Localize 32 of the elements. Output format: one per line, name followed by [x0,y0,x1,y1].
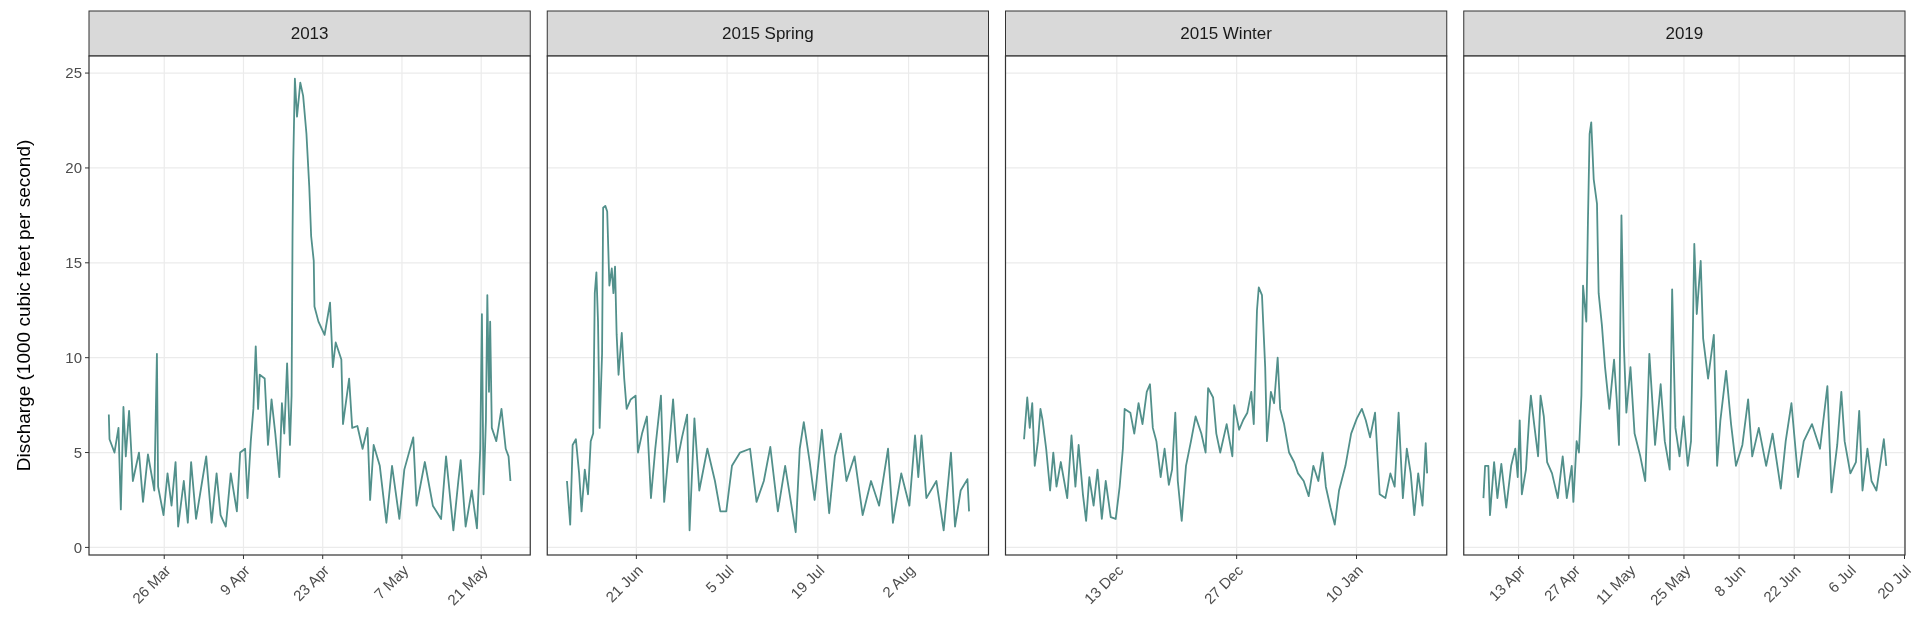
x-tick-label: 21 May [443,561,492,609]
x-tick-label: 25 May [1646,561,1694,609]
x-tick-label: 11 May [1592,561,1639,608]
y-tick-label: 10 [65,348,82,366]
x-tick-label: 2 Aug [878,561,919,601]
y-axis-title: Discharge (1000 cubic feet per second) [13,139,34,472]
x-tick-label: 27 Apr [1540,561,1584,605]
chart-title: 2015 Winter [1180,24,1273,44]
y-tick-label: 0 [73,538,82,556]
x-tick-label: 7 May [370,561,412,603]
line-series [107,77,512,532]
x-tick-label: 19 Jul [787,561,828,602]
x-tick-label: 26 Mar [128,561,174,607]
y-tick-label: 25 [65,64,82,82]
x-tick-label: 13 Apr [1485,561,1529,605]
x-tick-label: 10 Jan [1322,561,1367,606]
chart-title: 2013 [290,24,329,44]
y-tick-label: 20 [65,159,82,177]
x-tick-label: 8 Jun [1710,561,1749,600]
chart-title: 2015 Spring [722,24,814,44]
y-tick-label: 15 [65,254,82,272]
x-tick-label: 20 Jul [1873,561,1915,602]
x-tick-label: 23 Apr [289,561,333,605]
x-tick-label: 6 Jul [1824,561,1859,596]
x-tick-label: 5 Jul [702,561,737,596]
x-tick-label: 22 Jun [1759,561,1804,606]
x-tick-label: 27 Dec [1200,561,1247,608]
x-tick-label: 21 Jun [602,561,646,606]
x-tick-label: 9 Apr [216,561,254,599]
x-tick-label: 13 Dec [1080,561,1127,608]
chart-title: 2019 [1665,24,1704,44]
y-tick-label: 5 [73,443,82,461]
